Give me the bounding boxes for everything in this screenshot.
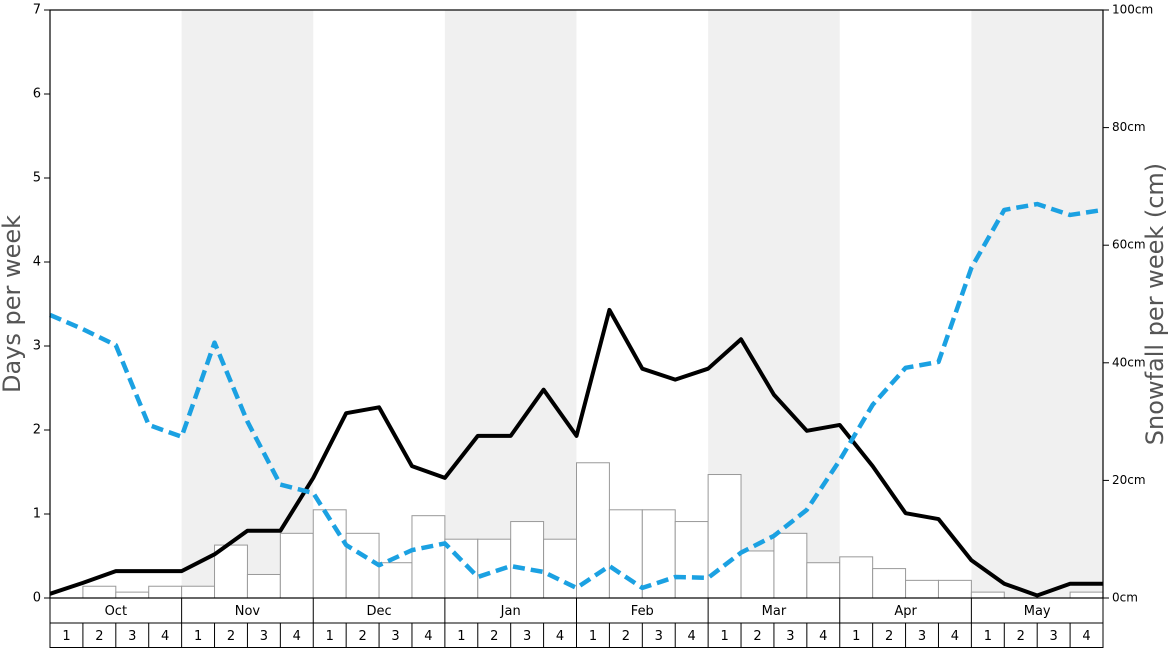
week-label: 1 [194, 629, 202, 644]
y-tick-label: 3 [33, 339, 41, 354]
month-shade [971, 10, 1103, 598]
y2-axis-label: Snowfall per week (cm) [1141, 163, 1168, 445]
y-tick-label: 4 [33, 255, 41, 270]
y-tick-label: 5 [33, 171, 41, 186]
month-label: Apr [894, 604, 917, 619]
y2-tick-label: 80cm [1112, 120, 1146, 134]
y-tick-label: 2 [33, 423, 41, 438]
month-shade [181, 10, 314, 598]
week-label: 1 [852, 629, 860, 644]
bar [839, 556, 874, 599]
bar [246, 573, 281, 599]
bar [444, 538, 479, 599]
bar [279, 532, 314, 599]
week-label: 4 [293, 629, 301, 644]
week-label: 4 [556, 629, 564, 644]
week-label: 2 [753, 629, 761, 644]
week-label: 2 [622, 629, 630, 644]
bar [148, 585, 183, 599]
week-label: 3 [655, 629, 663, 644]
line [49, 201, 1104, 591]
week-label: 4 [688, 629, 696, 644]
week-label: 4 [1082, 629, 1090, 644]
month-label: May [1024, 604, 1051, 619]
month-label: Jan [500, 604, 521, 619]
week-label: 2 [1017, 629, 1025, 644]
bar [345, 532, 380, 599]
month-shade [444, 10, 577, 598]
y2-tick-label: 60cm [1112, 238, 1146, 252]
week-label: 1 [720, 629, 728, 644]
week-label: 3 [786, 629, 794, 644]
bar [740, 550, 775, 599]
y-tick-label: 1 [33, 507, 41, 522]
line [49, 307, 1103, 598]
y2-tick-label: 20cm [1112, 473, 1146, 487]
bar [806, 562, 841, 599]
week-label: 3 [128, 629, 136, 644]
y-tick-label: 6 [33, 87, 41, 102]
bar [872, 568, 907, 599]
bar [82, 585, 117, 599]
week-label: 1 [62, 629, 70, 644]
y-axis-label: Days per week [0, 215, 26, 393]
bar [970, 591, 1005, 599]
bar [1069, 591, 1104, 599]
bar [707, 474, 742, 599]
bar [312, 509, 347, 599]
y-tick-label: 7 [33, 3, 41, 18]
bar [115, 591, 150, 599]
month-label: Feb [631, 604, 654, 619]
bar [773, 532, 808, 599]
week-label: 1 [457, 629, 465, 644]
week-label: 4 [951, 629, 959, 644]
week-label: 2 [227, 629, 235, 644]
week-label: 4 [161, 629, 169, 644]
y2-tick-label: 40cm [1112, 355, 1146, 369]
bar [937, 579, 972, 599]
week-label: 2 [490, 629, 498, 644]
bar [576, 462, 610, 599]
week-label: 2 [885, 629, 893, 644]
week-label: 3 [1050, 629, 1058, 644]
week-label: 4 [819, 629, 827, 644]
bar [378, 562, 413, 599]
week-label: 1 [589, 629, 597, 644]
week-label: 3 [391, 629, 399, 644]
week-label: 1 [326, 629, 334, 644]
bar [674, 521, 709, 599]
month-label: Mar [762, 604, 787, 619]
bar [543, 538, 577, 599]
bar [608, 509, 643, 599]
week-label: 3 [260, 629, 268, 644]
bar [905, 579, 939, 599]
month-label: Nov [235, 604, 261, 619]
month-label: Oct [105, 604, 127, 619]
y-tick-label: 0 [33, 591, 41, 606]
week-label: 2 [358, 629, 366, 644]
bar [411, 515, 446, 599]
week-label: 4 [424, 629, 432, 644]
week-label: 2 [95, 629, 103, 644]
y2-tick-label: 100cm [1112, 3, 1153, 17]
bar [510, 521, 545, 599]
bar [214, 544, 248, 599]
bar [181, 585, 216, 599]
week-label: 1 [984, 629, 992, 644]
month-label: Dec [366, 604, 391, 619]
week-label: 3 [918, 629, 926, 644]
y2-tick-label: 0cm [1112, 591, 1138, 605]
week-label: 3 [523, 629, 531, 644]
